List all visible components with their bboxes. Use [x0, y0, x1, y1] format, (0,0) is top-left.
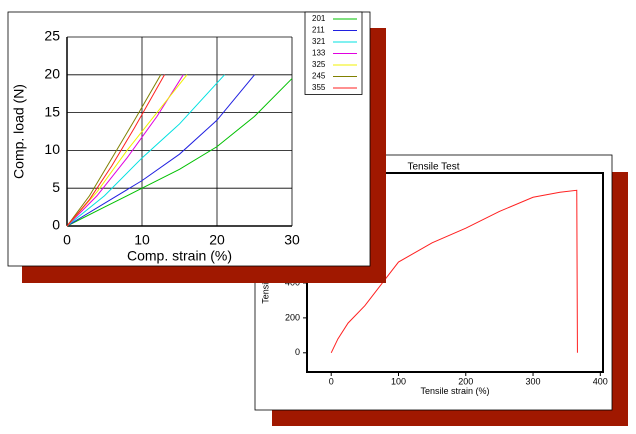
x-axis-label: Comp. strain (%) [127, 248, 232, 264]
legend-label: 211 [312, 26, 325, 35]
x-axis-label: Tensile strain (%) [420, 386, 489, 396]
y-tick-label: 200 [285, 312, 300, 322]
data-line [66, 74, 255, 227]
x-tick-label: 100 [391, 376, 406, 386]
y-tick-label: 5 [52, 179, 60, 195]
y-tick-label: 25 [44, 28, 60, 44]
data-line [66, 74, 184, 227]
y-tick-label: 15 [44, 103, 60, 119]
legend-label: 325 [312, 60, 326, 69]
y-tick-label: 0 [295, 347, 300, 357]
x-tick-label: 0 [329, 376, 334, 386]
x-tick-label: 10 [134, 231, 150, 247]
data-line [66, 74, 188, 227]
y-tick-label: 0 [52, 217, 60, 233]
y-tick-label: 10 [44, 141, 60, 157]
x-tick-label: 300 [526, 376, 541, 386]
legend-label: 133 [312, 49, 326, 58]
legend-label: 321 [312, 37, 326, 46]
data-line [66, 74, 225, 227]
data-line [66, 74, 162, 227]
x-tick-label: 200 [458, 376, 473, 386]
x-tick-label: 400 [593, 376, 608, 386]
data-line [66, 78, 293, 227]
x-tick-label: 20 [209, 231, 225, 247]
x-tick-label: 0 [63, 231, 71, 247]
data-line [66, 74, 165, 227]
y-axis-label: Comp. load (N) [11, 84, 27, 179]
x-tick-label: 30 [284, 231, 300, 247]
chart-window: 0 10 20 30 0 5 10 15 20 25 Comp. strain (%) Comp. l… [7, 11, 386, 283]
legend-label: 355 [312, 83, 326, 92]
legend-label: 201 [312, 14, 326, 23]
chart-title: Tensile Test [407, 162, 459, 173]
legend-label: 245 [312, 72, 326, 81]
data-line [330, 189, 578, 354]
y-tick-label: 20 [44, 66, 60, 82]
